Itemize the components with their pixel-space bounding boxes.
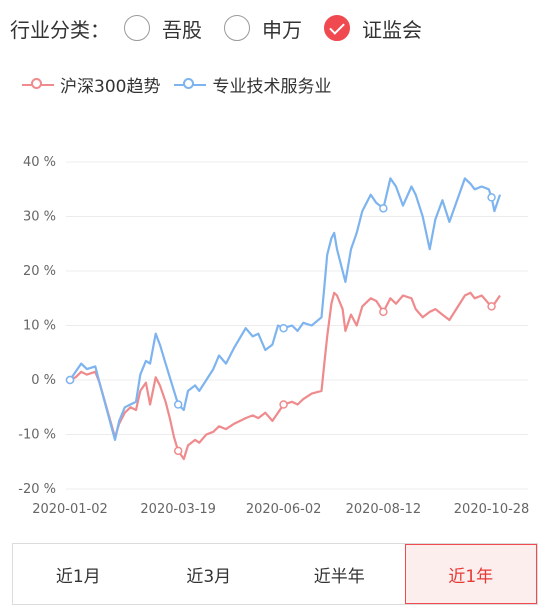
series-line-industry <box>69 177 502 441</box>
line-chart: 40 % 30 % 20 % 10 % 0 % -10 % -20 % 2020-01-02… <box>18 155 529 517</box>
legend-line-marker-icon <box>22 77 54 92</box>
data-point-marker <box>279 323 288 333</box>
x-tick-label: 2020-03-19 <box>140 502 216 517</box>
legend-label: 专业技术服务业 <box>212 77 332 97</box>
x-tick-label: 2020-01-02 <box>32 502 108 517</box>
industry-filter: 行业分类： 吾股 申万 证监会 <box>10 10 444 46</box>
legend-item-industry[interactable]: 专业技术服务业 <box>174 72 331 97</box>
series-line-hs300 <box>69 291 501 461</box>
filter-title: 行业分类： <box>10 17 110 42</box>
legend-item-hs300[interactable]: 沪深300趋势 <box>22 72 160 97</box>
y-tick-label: 0 % <box>31 373 56 388</box>
x-axis-ticks: 2020-01-02 2020-03-19 2020-06-02 2020-08-12… <box>32 502 529 517</box>
x-tick-label: 2020-10-28 <box>454 502 530 517</box>
radio-circle-icon <box>124 15 150 41</box>
radio-check-icon <box>324 15 350 41</box>
data-point-marker <box>173 446 183 456</box>
y-tick-label: -10 % <box>18 428 56 443</box>
chart-legend: 沪深300趋势 专业技术服务业 <box>22 72 345 97</box>
radio-circle-icon <box>224 15 250 41</box>
data-point-marker <box>379 307 388 317</box>
data-point-marker <box>487 302 496 311</box>
y-tick-label: 30 % <box>23 210 56 225</box>
y-tick-label: 10 % <box>23 319 56 334</box>
radio-option-csrc[interactable]: 证监会 <box>324 14 422 43</box>
radio-label: 吾股 <box>162 17 202 42</box>
data-point-marker <box>173 400 183 409</box>
y-tick-label: -20 % <box>18 482 56 497</box>
x-tick-label: 2020-08-12 <box>346 502 422 517</box>
chart-grid <box>66 161 528 490</box>
y-tick-label: 20 % <box>23 264 56 279</box>
x-tick-label: 2020-06-02 <box>246 502 322 517</box>
data-point-marker <box>487 193 496 202</box>
y-axis-ticks: 40 % 30 % 20 % 10 % 0 % -10 % -20 % <box>18 155 56 497</box>
radio-label: 证监会 <box>362 17 422 42</box>
period-button-1y[interactable]: 近1年 <box>404 544 537 604</box>
data-point-marker <box>279 400 288 409</box>
radio-option-shenwan[interactable]: 申万 <box>224 14 302 43</box>
period-button-1m[interactable]: 近1月 <box>55 566 101 587</box>
data-point-marker <box>379 204 388 213</box>
radio-option-wugu[interactable]: 吾股 <box>124 14 202 43</box>
period-selector: 近1月 近3月 近半年 近1年 <box>12 543 538 605</box>
radio-label: 申万 <box>262 17 302 42</box>
legend-line-marker-icon <box>174 77 207 92</box>
series-lines <box>65 177 502 461</box>
period-button-3m[interactable]: 近3月 <box>186 566 232 587</box>
data-point-marker <box>65 375 75 385</box>
y-tick-label: 40 % <box>23 155 56 170</box>
legend-label: 沪深300趋势 <box>60 77 161 97</box>
period-button-6m[interactable]: 近半年 <box>313 566 365 587</box>
